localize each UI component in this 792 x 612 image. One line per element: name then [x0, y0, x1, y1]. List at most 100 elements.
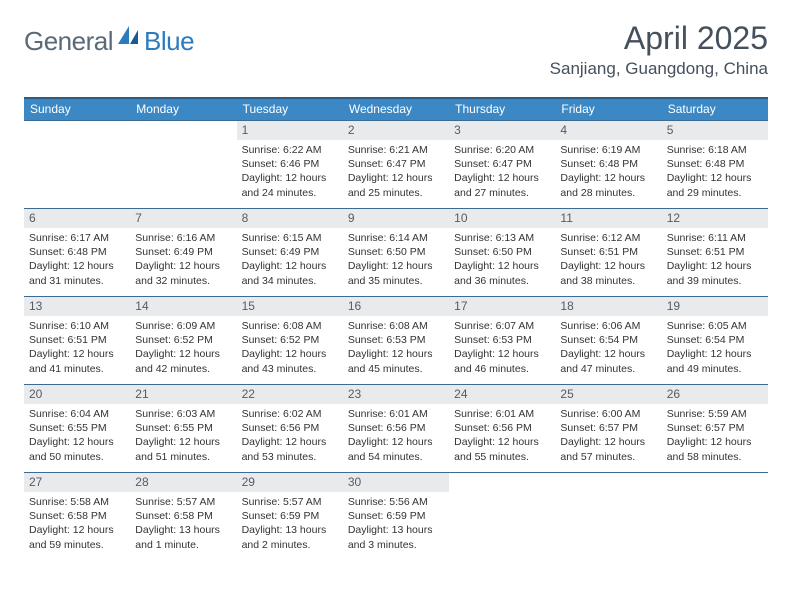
day-details: Sunrise: 6:11 AMSunset: 6:51 PMDaylight:… — [662, 228, 768, 294]
day-details: Sunrise: 6:06 AMSunset: 6:54 PMDaylight:… — [555, 316, 661, 382]
day-number: 6 — [24, 209, 130, 228]
day-number: 20 — [24, 385, 130, 404]
day-details: Sunrise: 6:10 AMSunset: 6:51 PMDaylight:… — [24, 316, 130, 382]
day-number: 14 — [130, 297, 236, 316]
day-number: 8 — [237, 209, 343, 228]
day-details: Sunrise: 6:02 AMSunset: 6:56 PMDaylight:… — [237, 404, 343, 470]
day-number: 2 — [343, 121, 449, 140]
calendar-cell: 25Sunrise: 6:00 AMSunset: 6:57 PMDayligh… — [555, 384, 661, 472]
calendar-cell: 30Sunrise: 5:56 AMSunset: 6:59 PMDayligh… — [343, 472, 449, 560]
day-number: 11 — [555, 209, 661, 228]
day-details: Sunrise: 6:01 AMSunset: 6:56 PMDaylight:… — [343, 404, 449, 470]
calendar-cell: 12Sunrise: 6:11 AMSunset: 6:51 PMDayligh… — [662, 208, 768, 296]
calendar-cell: 26Sunrise: 5:59 AMSunset: 6:57 PMDayligh… — [662, 384, 768, 472]
day-details: Sunrise: 6:08 AMSunset: 6:52 PMDaylight:… — [237, 316, 343, 382]
calendar-cell-empty — [130, 120, 236, 208]
day-details: Sunrise: 6:22 AMSunset: 6:46 PMDaylight:… — [237, 140, 343, 206]
day-details: Sunrise: 6:04 AMSunset: 6:55 PMDaylight:… — [24, 404, 130, 470]
day-number: 23 — [343, 385, 449, 404]
day-number: 12 — [662, 209, 768, 228]
logo-sail-icon — [118, 26, 140, 49]
day-number: 1 — [237, 121, 343, 140]
calendar-cell: 22Sunrise: 6:02 AMSunset: 6:56 PMDayligh… — [237, 384, 343, 472]
calendar-cell-empty — [662, 472, 768, 560]
day-details: Sunrise: 6:19 AMSunset: 6:48 PMDaylight:… — [555, 140, 661, 206]
day-details: Sunrise: 6:12 AMSunset: 6:51 PMDaylight:… — [555, 228, 661, 294]
calendar-cell: 6Sunrise: 6:17 AMSunset: 6:48 PMDaylight… — [24, 208, 130, 296]
header: General Blue April 2025 Sanjiang, Guangd… — [24, 20, 768, 79]
calendar-cell-empty — [555, 472, 661, 560]
day-details: Sunrise: 6:09 AMSunset: 6:52 PMDaylight:… — [130, 316, 236, 382]
day-details: Sunrise: 6:07 AMSunset: 6:53 PMDaylight:… — [449, 316, 555, 382]
calendar-cell: 3Sunrise: 6:20 AMSunset: 6:47 PMDaylight… — [449, 120, 555, 208]
logo-text-blue: Blue — [144, 26, 194, 57]
calendar-cell: 16Sunrise: 6:08 AMSunset: 6:53 PMDayligh… — [343, 296, 449, 384]
day-number: 7 — [130, 209, 236, 228]
day-details: Sunrise: 6:21 AMSunset: 6:47 PMDaylight:… — [343, 140, 449, 206]
location: Sanjiang, Guangdong, China — [550, 59, 768, 79]
weekday-header: Saturday — [662, 99, 768, 120]
day-number: 25 — [555, 385, 661, 404]
calendar-cell: 28Sunrise: 5:57 AMSunset: 6:58 PMDayligh… — [130, 472, 236, 560]
day-details: Sunrise: 6:17 AMSunset: 6:48 PMDaylight:… — [24, 228, 130, 294]
day-number: 3 — [449, 121, 555, 140]
day-details: Sunrise: 6:01 AMSunset: 6:56 PMDaylight:… — [449, 404, 555, 470]
day-details: Sunrise: 6:03 AMSunset: 6:55 PMDaylight:… — [130, 404, 236, 470]
calendar-cell: 23Sunrise: 6:01 AMSunset: 6:56 PMDayligh… — [343, 384, 449, 472]
weekday-header: Monday — [130, 99, 236, 120]
calendar-cell: 13Sunrise: 6:10 AMSunset: 6:51 PMDayligh… — [24, 296, 130, 384]
day-details: Sunrise: 6:13 AMSunset: 6:50 PMDaylight:… — [449, 228, 555, 294]
day-number: 27 — [24, 473, 130, 492]
calendar-cell: 24Sunrise: 6:01 AMSunset: 6:56 PMDayligh… — [449, 384, 555, 472]
calendar-cell: 2Sunrise: 6:21 AMSunset: 6:47 PMDaylight… — [343, 120, 449, 208]
calendar-cell: 8Sunrise: 6:15 AMSunset: 6:49 PMDaylight… — [237, 208, 343, 296]
day-number: 16 — [343, 297, 449, 316]
weekday-header: Tuesday — [237, 99, 343, 120]
day-number: 28 — [130, 473, 236, 492]
weekday-header: Sunday — [24, 99, 130, 120]
day-number: 24 — [449, 385, 555, 404]
day-details: Sunrise: 6:20 AMSunset: 6:47 PMDaylight:… — [449, 140, 555, 206]
weekday-header: Wednesday — [343, 99, 449, 120]
calendar-cell: 11Sunrise: 6:12 AMSunset: 6:51 PMDayligh… — [555, 208, 661, 296]
calendar-cell: 5Sunrise: 6:18 AMSunset: 6:48 PMDaylight… — [662, 120, 768, 208]
weekday-header: Friday — [555, 99, 661, 120]
logo-text-general: General — [24, 26, 113, 57]
day-details: Sunrise: 6:15 AMSunset: 6:49 PMDaylight:… — [237, 228, 343, 294]
calendar-cell: 4Sunrise: 6:19 AMSunset: 6:48 PMDaylight… — [555, 120, 661, 208]
calendar-cell: 9Sunrise: 6:14 AMSunset: 6:50 PMDaylight… — [343, 208, 449, 296]
day-details: Sunrise: 5:59 AMSunset: 6:57 PMDaylight:… — [662, 404, 768, 470]
day-details: Sunrise: 6:18 AMSunset: 6:48 PMDaylight:… — [662, 140, 768, 206]
calendar-cell: 20Sunrise: 6:04 AMSunset: 6:55 PMDayligh… — [24, 384, 130, 472]
calendar-cell: 17Sunrise: 6:07 AMSunset: 6:53 PMDayligh… — [449, 296, 555, 384]
day-number: 29 — [237, 473, 343, 492]
day-details: Sunrise: 6:16 AMSunset: 6:49 PMDaylight:… — [130, 228, 236, 294]
calendar-cell: 19Sunrise: 6:05 AMSunset: 6:54 PMDayligh… — [662, 296, 768, 384]
day-number: 15 — [237, 297, 343, 316]
logo: General Blue — [24, 26, 194, 57]
calendar-cell: 29Sunrise: 5:57 AMSunset: 6:59 PMDayligh… — [237, 472, 343, 560]
day-details: Sunrise: 6:00 AMSunset: 6:57 PMDaylight:… — [555, 404, 661, 470]
day-number: 18 — [555, 297, 661, 316]
month-title: April 2025 — [550, 20, 768, 57]
calendar-cell: 27Sunrise: 5:58 AMSunset: 6:58 PMDayligh… — [24, 472, 130, 560]
day-number: 30 — [343, 473, 449, 492]
calendar-header-row: SundayMondayTuesdayWednesdayThursdayFrid… — [24, 97, 768, 120]
calendar: SundayMondayTuesdayWednesdayThursdayFrid… — [24, 97, 768, 560]
day-number: 9 — [343, 209, 449, 228]
calendar-cell: 15Sunrise: 6:08 AMSunset: 6:52 PMDayligh… — [237, 296, 343, 384]
calendar-cell: 1Sunrise: 6:22 AMSunset: 6:46 PMDaylight… — [237, 120, 343, 208]
day-number: 4 — [555, 121, 661, 140]
weekday-header: Thursday — [449, 99, 555, 120]
day-number: 13 — [24, 297, 130, 316]
day-details: Sunrise: 6:14 AMSunset: 6:50 PMDaylight:… — [343, 228, 449, 294]
day-number: 19 — [662, 297, 768, 316]
day-number: 26 — [662, 385, 768, 404]
day-details: Sunrise: 5:56 AMSunset: 6:59 PMDaylight:… — [343, 492, 449, 558]
day-number: 10 — [449, 209, 555, 228]
day-details: Sunrise: 6:05 AMSunset: 6:54 PMDaylight:… — [662, 316, 768, 382]
calendar-cell-empty — [449, 472, 555, 560]
day-details: Sunrise: 5:57 AMSunset: 6:59 PMDaylight:… — [237, 492, 343, 558]
day-number: 17 — [449, 297, 555, 316]
calendar-cell: 7Sunrise: 6:16 AMSunset: 6:49 PMDaylight… — [130, 208, 236, 296]
